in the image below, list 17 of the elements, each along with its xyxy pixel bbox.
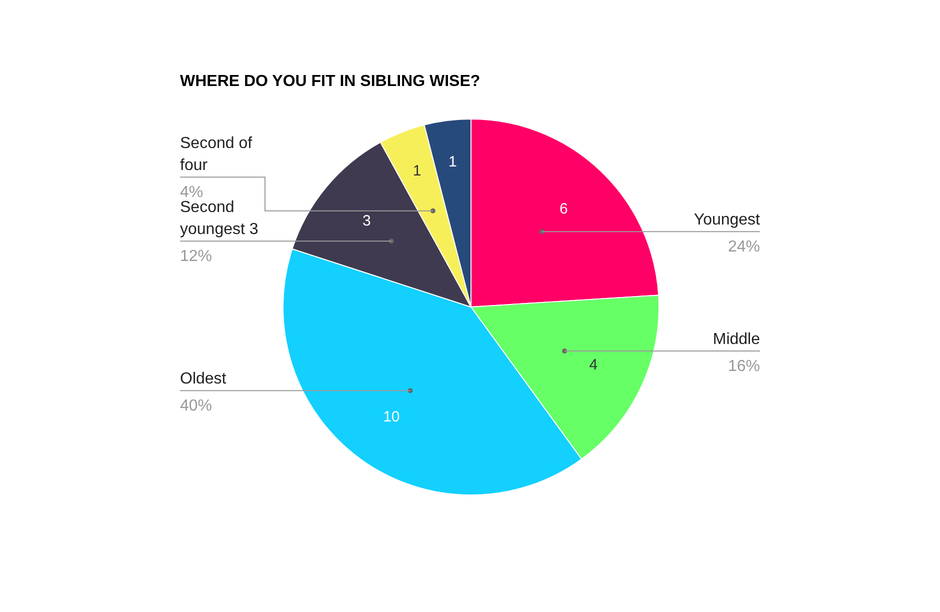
- data-label: 10: [383, 408, 400, 426]
- data-label: 1: [448, 154, 457, 171]
- data-label: 1: [412, 162, 422, 180]
- slice-label: Middle: [712, 331, 760, 348]
- chart-title: WHERE DO YOU FIT IN SIBLING WISE?: [180, 73, 480, 90]
- slice-label: Oldest: [180, 370, 227, 388]
- data-label: 4: [589, 356, 598, 374]
- text: 4%: [180, 184, 204, 202]
- slice-label: Second youngest 3: [180, 199, 258, 238]
- text: 24%: [728, 238, 760, 256]
- text: 12%: [180, 248, 212, 266]
- slice-label: Youngest: [694, 212, 761, 229]
- data-label: 6: [559, 200, 568, 218]
- slice-label: Second of four: [180, 135, 253, 174]
- text: 16%: [728, 358, 760, 376]
- text: 40%: [180, 398, 212, 415]
- data-label: 3: [362, 212, 371, 230]
